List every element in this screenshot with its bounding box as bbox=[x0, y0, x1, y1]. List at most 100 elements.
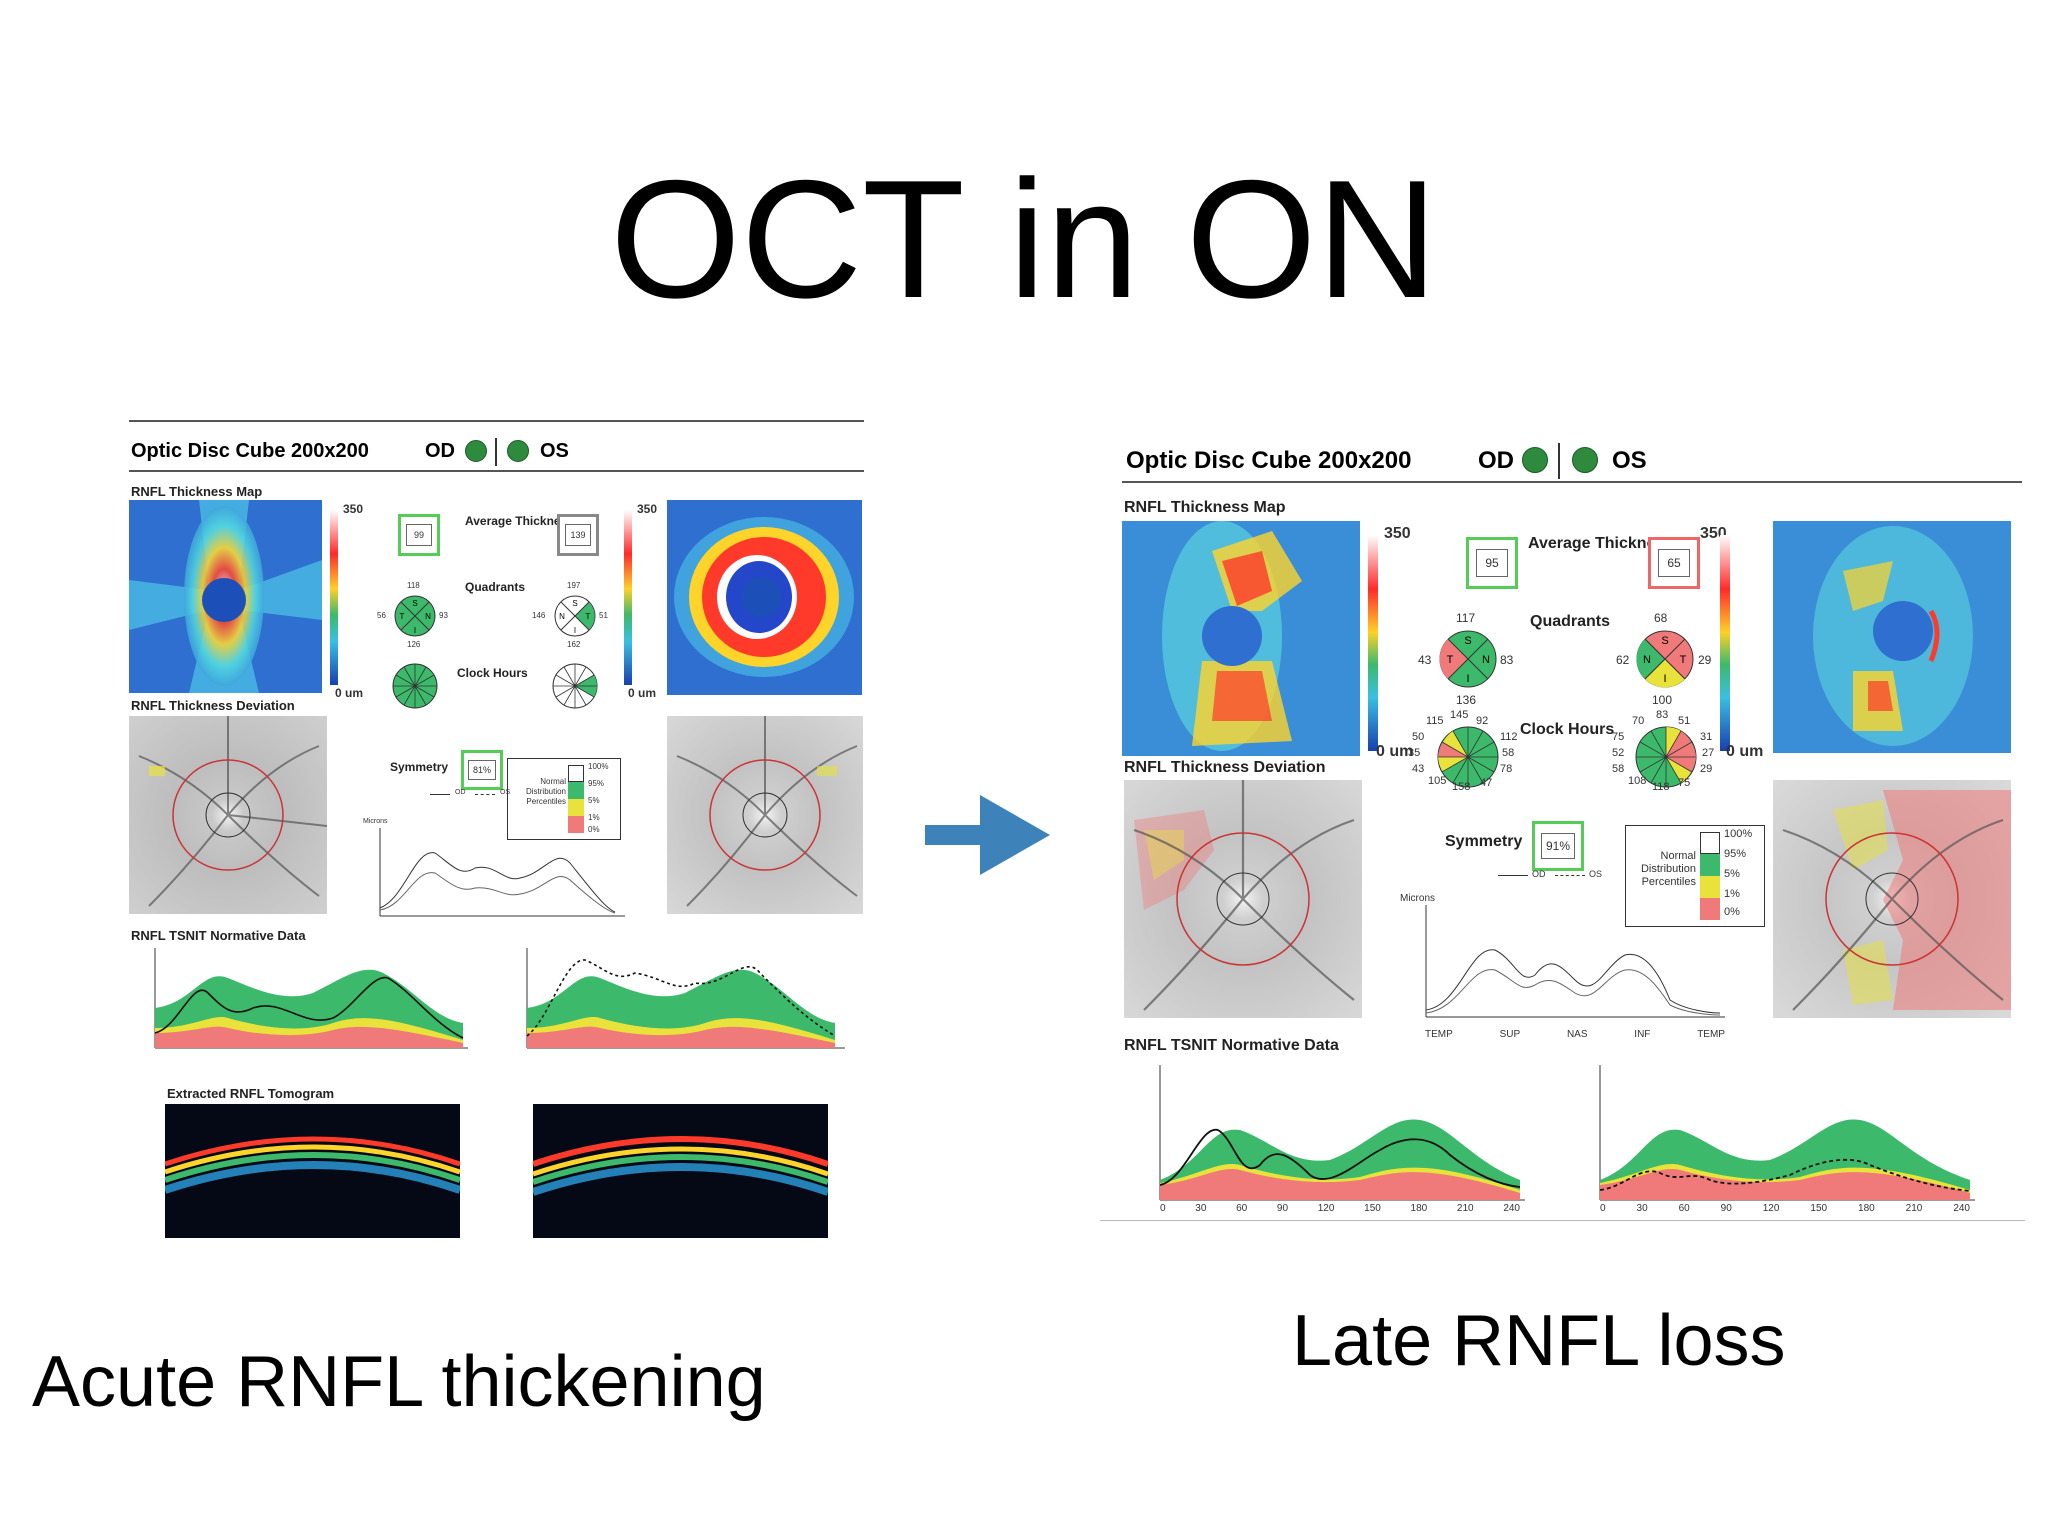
right-os-scale-min: 0 um bbox=[1726, 743, 1764, 760]
right-legend-os-line bbox=[1555, 875, 1585, 876]
right-normative-0: 0% bbox=[1724, 906, 1740, 918]
right-normative-5: 5% bbox=[1724, 868, 1740, 880]
right-od-deviation-image bbox=[1124, 780, 1362, 1018]
right-normative-legend-title: Normal Distribution Percentiles bbox=[1640, 850, 1696, 888]
left-normative-1: 1% bbox=[588, 813, 600, 822]
left-os-tomogram bbox=[533, 1104, 828, 1238]
right-od-tsnit-plot bbox=[1159, 1065, 1525, 1201]
left-deviation-label: RNFL Thickness Deviation bbox=[131, 698, 295, 713]
tick-180: 180 bbox=[1410, 1203, 1428, 1214]
right-overlay-tsnit-sectors: TEMP SUP NAS INF TEMP bbox=[1425, 1029, 1725, 1043]
tick-180: 180 bbox=[1858, 1203, 1875, 1214]
svg-text:S: S bbox=[1661, 635, 1668, 647]
sector-temp-end: TEMP bbox=[1697, 1029, 1725, 1040]
left-od-q-s: 118 bbox=[407, 581, 420, 590]
right-os-dot bbox=[1572, 447, 1598, 473]
right-od-clock-8: 158 bbox=[1452, 781, 1471, 793]
right-clock-hours-label: Clock Hours bbox=[1520, 721, 1615, 738]
tick-120: 120 bbox=[1762, 1203, 1780, 1214]
right-caption: Late RNFL loss bbox=[1292, 1301, 1786, 1381]
left-normative-95: 95% bbox=[588, 779, 605, 788]
left-od-average-value: 99 bbox=[406, 524, 432, 546]
right-normative-1: 1% bbox=[1724, 888, 1740, 900]
left-od-q-i: 126 bbox=[407, 640, 421, 649]
right-os-clock-9: 108 bbox=[1628, 775, 1647, 787]
tick-30: 30 bbox=[1195, 1203, 1207, 1214]
tick-210: 210 bbox=[1456, 1203, 1474, 1214]
left-od-scale-max: 350 bbox=[343, 502, 364, 516]
right-os-clock-10: 58 bbox=[1612, 763, 1625, 775]
right-od-average-value: 95 bbox=[1476, 549, 1508, 577]
right-od-clock-5: 58 bbox=[1502, 747, 1515, 759]
right-normative-95: 95% bbox=[1724, 848, 1747, 860]
svg-text:T: T bbox=[400, 612, 405, 621]
right-od-dot bbox=[1522, 447, 1548, 473]
svg-text:N: N bbox=[425, 612, 431, 621]
slide-title: OCT in ON bbox=[610, 145, 1438, 333]
right-od-clock-3: 92 bbox=[1476, 715, 1489, 727]
svg-text:N: N bbox=[559, 612, 565, 621]
right-overlay-microns: Microns bbox=[1400, 893, 1436, 904]
left-od-clock-pie bbox=[392, 663, 438, 709]
right-os-q-t: 29 bbox=[1698, 653, 1712, 667]
right-od-scale-min: 0 um bbox=[1376, 743, 1414, 760]
right-od-quadrant-pie: S I T N bbox=[1439, 630, 1497, 688]
right-os-color-scale bbox=[1720, 535, 1730, 751]
right-os-clock-11: 52 bbox=[1612, 747, 1625, 759]
right-os-clock-3: 51 bbox=[1678, 715, 1691, 727]
right-od-average-box: 95 bbox=[1466, 537, 1518, 589]
svg-text:S: S bbox=[572, 599, 577, 608]
svg-text:S: S bbox=[1464, 635, 1471, 647]
right-od-clock-2: 145 bbox=[1450, 709, 1469, 721]
right-os-clock-4: 31 bbox=[1700, 731, 1713, 743]
left-os-q-s: 197 bbox=[567, 581, 581, 590]
right-od-clock-11: 35 bbox=[1408, 747, 1421, 759]
right-os-tsnit-x-ticks: 0 30 60 90 120 150 180 210 240 bbox=[1600, 1203, 1970, 1217]
right-od-clock-12: 50 bbox=[1412, 731, 1425, 743]
tick-90: 90 bbox=[1720, 1203, 1732, 1214]
left-od-dot bbox=[465, 440, 487, 462]
left-normative-0: 0% bbox=[588, 825, 600, 834]
left-os-color-scale bbox=[624, 510, 632, 685]
tick-150: 150 bbox=[1810, 1203, 1828, 1214]
right-od-q-s: 117 bbox=[1456, 611, 1476, 625]
svg-text:I: I bbox=[1466, 673, 1469, 685]
right-os-q-s: 68 bbox=[1654, 611, 1668, 625]
left-legend-os: OS bbox=[500, 789, 511, 796]
tick-150: 150 bbox=[1364, 1203, 1381, 1214]
tick-240: 240 bbox=[1503, 1203, 1520, 1214]
tick-30: 30 bbox=[1636, 1203, 1648, 1214]
right-overlay-tsnit-plot bbox=[1425, 905, 1725, 1018]
left-os-clock-pie bbox=[552, 663, 598, 709]
svg-text:T: T bbox=[586, 612, 591, 621]
right-os-q-n: 62 bbox=[1616, 653, 1630, 667]
left-caption: Acute RNFL thickening bbox=[32, 1342, 766, 1422]
tick-60: 60 bbox=[1236, 1203, 1248, 1214]
left-normative-legend-title: Normal Distribution Percentiles bbox=[525, 777, 566, 806]
sector-nas: NAS bbox=[1566, 1029, 1588, 1040]
left-od-deviation-image bbox=[129, 716, 327, 914]
left-os-average-value: 139 bbox=[565, 524, 591, 546]
right-os-average-box: 65 bbox=[1648, 537, 1700, 589]
left-top-rule bbox=[129, 420, 864, 422]
right-legend-od-line bbox=[1498, 875, 1528, 876]
right-legend-od: OD bbox=[1532, 869, 1546, 879]
right-average-thickness-label: Average Thickness bbox=[1528, 535, 1674, 552]
left-normative-100: 100% bbox=[588, 762, 609, 771]
left-overlay-microns: Microns bbox=[363, 818, 388, 825]
tick-0: 0 bbox=[1600, 1203, 1606, 1214]
tick-210: 210 bbox=[1905, 1203, 1923, 1214]
right-os-average-value: 65 bbox=[1658, 549, 1690, 577]
left-normative-legend: Normal Distribution Percentiles 100% 95%… bbox=[507, 758, 621, 840]
right-os-clock-12: 75 bbox=[1612, 731, 1625, 743]
right-quadrants-label: Quadrants bbox=[1530, 613, 1611, 630]
left-os-thickness-map bbox=[667, 500, 862, 695]
left-od-thickness-map bbox=[129, 500, 322, 693]
left-symmetry-label: Symmetry bbox=[390, 760, 449, 774]
right-od-q-t: 43 bbox=[1418, 653, 1432, 667]
svg-text:N: N bbox=[1643, 654, 1651, 666]
right-os-clock-2: 83 bbox=[1656, 709, 1669, 721]
right-report-header: Optic Disc Cube 200x200 bbox=[1126, 447, 1412, 474]
right-os-clock-5: 27 bbox=[1702, 747, 1715, 759]
right-os-deviation-image bbox=[1773, 780, 2011, 1018]
